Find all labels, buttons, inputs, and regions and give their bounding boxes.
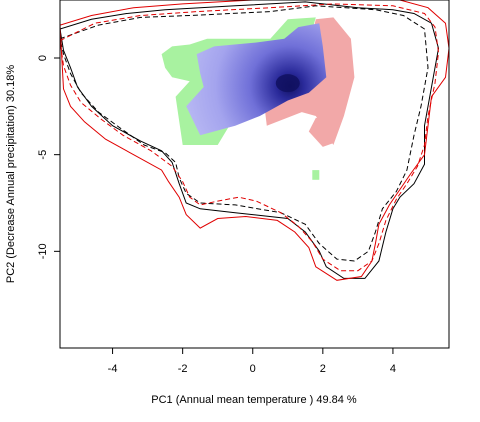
x-axis-label: PC1 (Annual mean temperature ) 49.84 % xyxy=(151,394,357,406)
contour-black-dashed xyxy=(60,5,429,262)
x-tick-label: -2 xyxy=(178,363,188,375)
y-tick-label: 0 xyxy=(37,55,49,61)
green-density-blob xyxy=(312,170,320,180)
y-axis: 0 -5 -10 xyxy=(37,55,60,259)
density-raster xyxy=(161,17,355,180)
blue-density-region xyxy=(186,23,327,136)
y-tick-label: -5 xyxy=(37,150,49,160)
y-tick-label: -10 xyxy=(37,243,49,259)
pink-density-blob xyxy=(308,117,334,147)
contour-lines xyxy=(60,0,449,281)
x-tick-label: -4 xyxy=(108,363,118,375)
x-axis: -4 -2 0 2 4 xyxy=(108,348,396,375)
density-peak xyxy=(275,74,300,93)
x-tick-label: 0 xyxy=(250,363,256,375)
contour-black-solid xyxy=(60,1,440,279)
plot-frame xyxy=(59,0,450,349)
y-axis-label: PC2 (Decrease Annual precipitation) 30.1… xyxy=(5,65,17,284)
x-tick-label: 2 xyxy=(320,363,326,375)
plot-area xyxy=(60,0,449,281)
contour-red-dashed xyxy=(60,3,440,272)
x-tick-label: 4 xyxy=(390,363,396,375)
